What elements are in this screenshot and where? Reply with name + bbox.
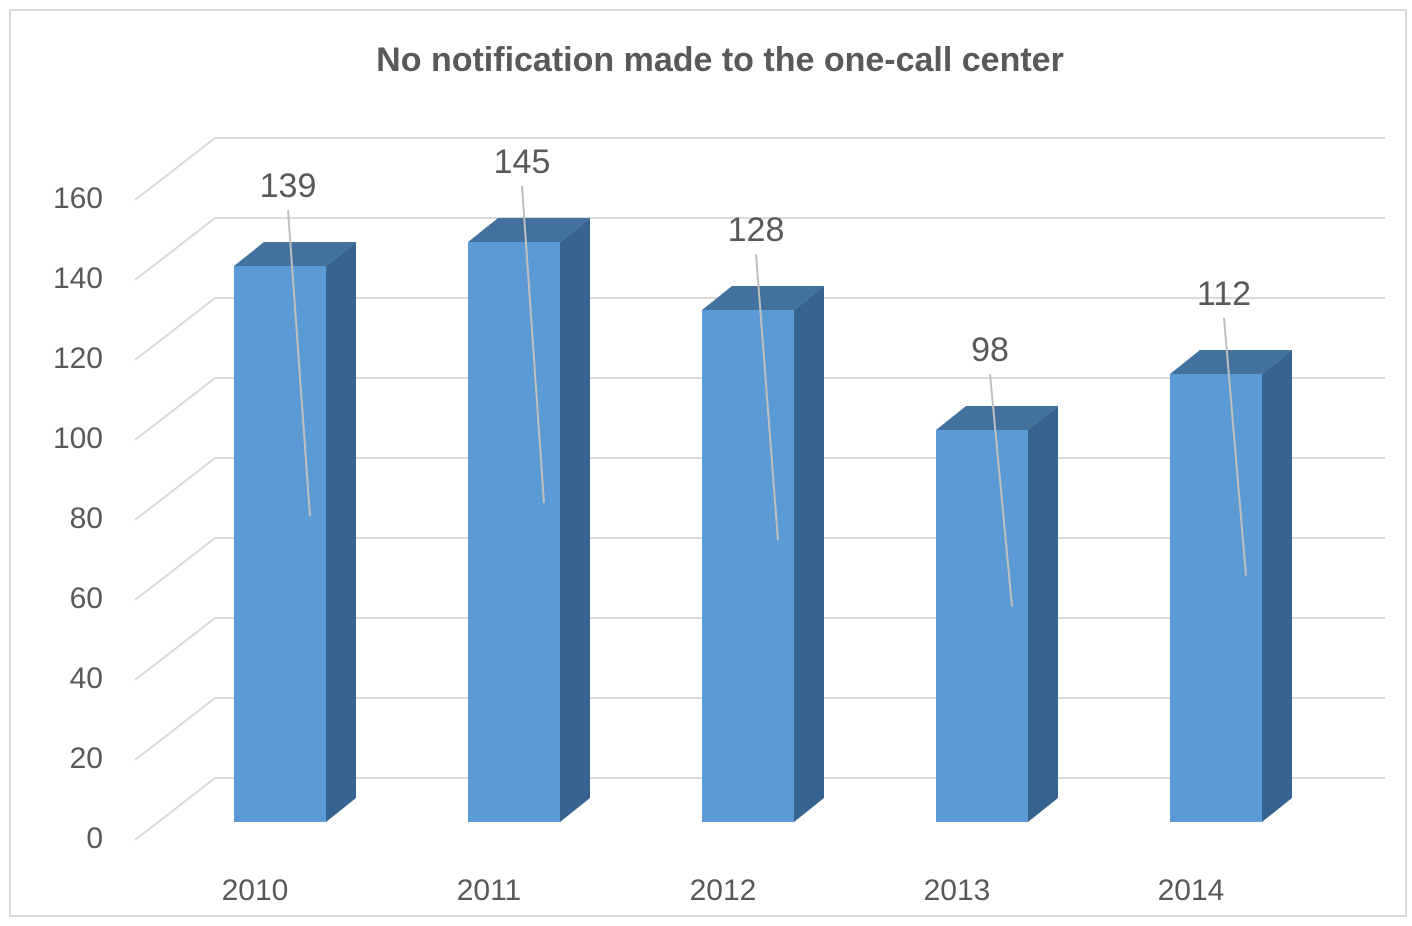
data-label: 98 xyxy=(971,331,1009,369)
x-tick-label: 2014 xyxy=(1158,874,1225,907)
bar xyxy=(468,242,560,822)
y-tick-label: 160 xyxy=(53,182,103,215)
leader-line xyxy=(287,209,311,517)
x-tick-label: 2012 xyxy=(690,874,757,907)
bar xyxy=(1170,374,1262,822)
y-tick-label: 20 xyxy=(70,742,103,775)
bar-top xyxy=(234,242,356,266)
bar xyxy=(936,430,1028,822)
bar-side xyxy=(794,286,824,822)
data-label: 145 xyxy=(494,143,551,181)
x-tick-label: 2013 xyxy=(924,874,991,907)
x-tick-label: 2011 xyxy=(457,874,522,907)
grid-line-depth xyxy=(134,217,216,281)
grid-line-depth xyxy=(134,297,216,361)
data-label: 139 xyxy=(260,167,317,205)
grid-line-depth xyxy=(134,137,216,201)
bar-side xyxy=(1262,350,1292,822)
data-label: 112 xyxy=(1197,275,1251,313)
grid-line-depth xyxy=(134,377,216,441)
leader-line xyxy=(989,373,1013,607)
y-tick-label: 120 xyxy=(53,342,103,375)
grid-line-depth xyxy=(134,697,216,761)
grid-line-depth xyxy=(134,617,216,681)
leader-line xyxy=(1223,317,1247,576)
bar-side xyxy=(560,218,590,822)
leader-line xyxy=(755,253,779,541)
bar-top xyxy=(936,406,1058,430)
leader-line xyxy=(521,185,545,504)
chart-title: No notification made to the one-call cen… xyxy=(376,41,1064,79)
grid-line-depth xyxy=(134,457,216,521)
y-tick-label: 40 xyxy=(70,662,103,695)
bar-top xyxy=(1170,350,1292,374)
bar-top xyxy=(468,218,590,242)
bar-side xyxy=(1028,406,1058,822)
bar xyxy=(702,310,794,822)
bar xyxy=(234,266,326,822)
y-tick-label: 60 xyxy=(70,582,103,615)
grid-line-depth xyxy=(134,777,216,841)
bar-top xyxy=(702,286,824,310)
grid-line-depth xyxy=(134,537,216,601)
data-label: 128 xyxy=(728,211,785,249)
y-tick-label: 100 xyxy=(53,422,103,455)
y-tick-label: 0 xyxy=(86,822,103,855)
y-tick-label: 140 xyxy=(53,262,103,295)
bar-side xyxy=(326,242,356,822)
x-tick-label: 2010 xyxy=(222,874,289,907)
y-tick-label: 80 xyxy=(70,502,103,535)
